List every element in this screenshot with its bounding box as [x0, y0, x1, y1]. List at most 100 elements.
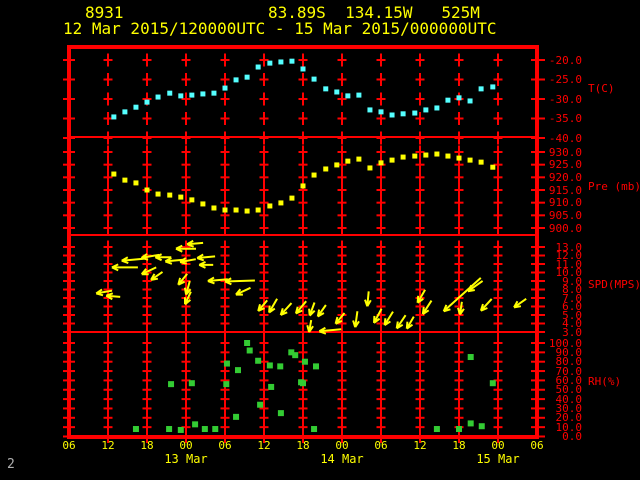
pressure-dot [423, 152, 429, 158]
pressure-dot [300, 183, 306, 189]
wind-arrow [268, 298, 278, 314]
wind-arrow [467, 280, 484, 293]
temperature-dot [323, 86, 329, 92]
y-tick-label: -20.0 [548, 53, 582, 67]
y-tick-label: 900.0 [548, 221, 582, 235]
temperature-dot [434, 105, 440, 111]
temperature-dot [255, 64, 261, 70]
x-hour-label: 06 [530, 439, 544, 452]
temperature-dot [178, 93, 184, 99]
y-tick-label: 4.0 [562, 317, 582, 330]
wind-arrow [395, 314, 407, 330]
temperature-dot [389, 112, 395, 118]
wind-arrow [306, 319, 314, 333]
y-tick-label: 70.0 [555, 364, 583, 378]
humidity-dot [311, 426, 318, 433]
wind-arrow [316, 304, 327, 318]
humidity-dot [456, 426, 462, 433]
x-date-label: 14 Mar [320, 452, 364, 466]
wind-arrow [421, 300, 433, 315]
temperature-dot [423, 107, 429, 113]
wind-arrow [140, 266, 157, 276]
wind-arrow [513, 297, 527, 309]
wind-arrow [184, 291, 192, 306]
temperature-dot [378, 109, 384, 115]
humidity-dot [257, 401, 264, 408]
pressure-dot [378, 160, 384, 166]
temperature-dot [222, 85, 228, 91]
temperature-dot [244, 74, 250, 80]
humidity-dot [168, 381, 175, 388]
x-hour-label: 18 [140, 439, 154, 452]
pressure-dot [456, 155, 462, 161]
humidity-dot [246, 347, 253, 354]
x-date-label: 15 Mar [476, 452, 520, 466]
wind-arrow [416, 289, 426, 304]
temperature-dot [111, 114, 117, 120]
humidity-dot [313, 363, 319, 370]
pressure-dot [255, 207, 261, 213]
y-tick-label: 920.0 [548, 170, 582, 184]
wind-arrow [95, 288, 113, 297]
pressure-dot [445, 153, 451, 159]
y-tick-label: 100.0 [548, 336, 582, 350]
temperature-dot [400, 111, 406, 117]
y-tick-label: 925.0 [548, 158, 582, 172]
y-tick-label: 12.0 [555, 249, 583, 262]
pressure-dot [389, 157, 395, 163]
wind-arrow [105, 292, 121, 301]
y-tick-label: 905.0 [548, 208, 582, 222]
humidity-dot [489, 380, 496, 387]
page-number: 2 [7, 457, 15, 472]
wind-arrow [198, 260, 214, 269]
wind-arrow [334, 312, 346, 325]
panel-label-humidity: RH(%) [588, 375, 622, 388]
wind-arrow [373, 308, 383, 324]
wind-arrow [457, 301, 465, 316]
humidity-dot [132, 426, 139, 433]
x-hour-label: 12 [413, 439, 427, 452]
wind-arrow [352, 311, 360, 328]
temperature-dot [267, 60, 273, 66]
y-tick-label: 9.0 [562, 274, 582, 288]
station-id: 8931 [85, 3, 124, 22]
temperature-dot [311, 76, 317, 82]
temperature-dot [345, 93, 351, 99]
temperature-dot [233, 77, 239, 83]
temperature-dot [367, 107, 373, 113]
wind-arrow [121, 256, 144, 265]
wind-arrow [207, 276, 228, 285]
y-tick-label: -40.0 [548, 131, 582, 145]
humidity-dot [467, 354, 474, 361]
temperature-dot [334, 89, 340, 95]
y-tick-label: 90.0 [555, 345, 583, 359]
wind-arrow [175, 244, 196, 253]
y-tick-label: 10.0 [555, 266, 583, 279]
y-tick-label: 3.0 [562, 325, 582, 339]
temperature-dot [456, 95, 462, 101]
pressure-dot [167, 192, 173, 198]
wind-arrow [196, 253, 216, 262]
y-tick-label: 930.0 [548, 145, 582, 159]
y-tick-label: 8.0 [562, 283, 582, 296]
y-tick-label: 20.0 [555, 411, 583, 425]
x-hour-label: 12 [101, 439, 115, 452]
humidity-dot [192, 421, 199, 428]
humidity-dot [300, 380, 306, 387]
pressure-dot [289, 195, 295, 201]
wind-arrow [383, 311, 394, 327]
pressure-dot [367, 165, 373, 171]
pressure-dot [111, 171, 117, 177]
temperature-dot [211, 90, 217, 96]
y-tick-label: 10.0 [555, 420, 583, 434]
station-location: 83.89S 134.15W 525M [268, 3, 480, 22]
humidity-dot [277, 363, 284, 370]
humidity-dot [255, 357, 262, 364]
pressure-dot [244, 208, 250, 214]
pressure-dot [467, 157, 473, 163]
temperature-dot [478, 86, 484, 92]
humidity-dot [223, 360, 230, 367]
wind-arrow [186, 239, 204, 248]
